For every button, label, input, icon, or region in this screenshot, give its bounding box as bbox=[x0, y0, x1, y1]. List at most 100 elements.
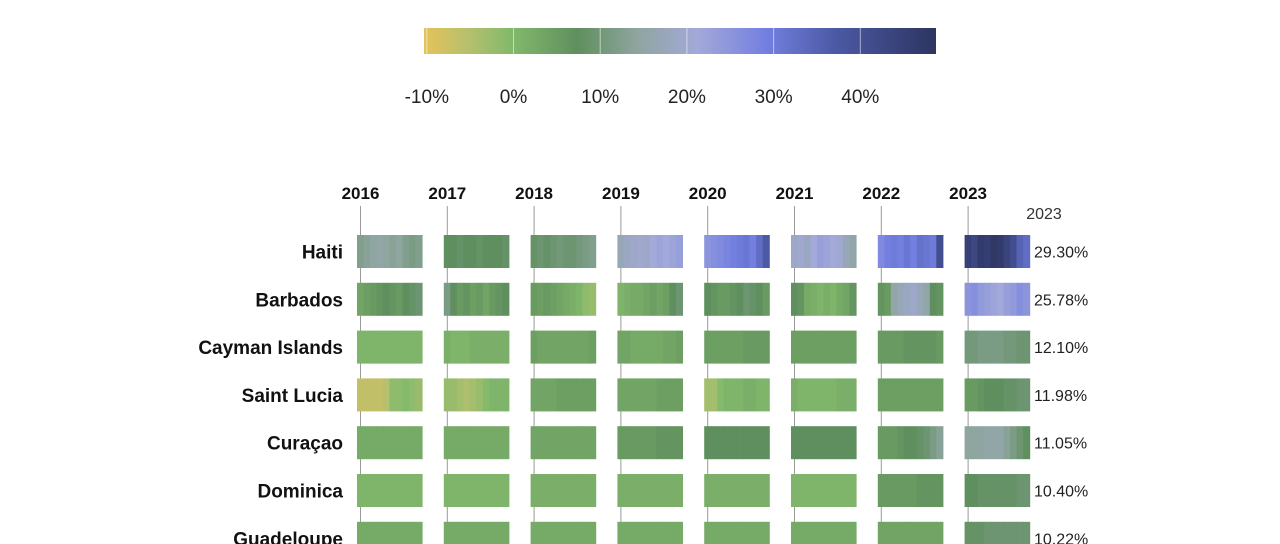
heatmap-cell bbox=[823, 330, 831, 364]
heatmap-cell bbox=[971, 521, 979, 544]
heatmap-cell bbox=[357, 235, 365, 268]
heatmap-cell bbox=[550, 378, 558, 412]
legend-tick-label: 20% bbox=[668, 87, 706, 108]
heatmap-cell bbox=[749, 426, 757, 460]
heatmap-cell bbox=[476, 474, 484, 507]
heatmap-cell bbox=[482, 378, 490, 412]
heatmap-cell bbox=[916, 235, 924, 268]
heatmap-cell bbox=[910, 282, 918, 316]
heatmap-cell bbox=[469, 426, 477, 460]
heatmap-cell bbox=[990, 426, 998, 460]
heatmap-cell bbox=[977, 474, 985, 507]
heatmap-cell bbox=[530, 235, 538, 268]
heatmap-cell bbox=[971, 330, 979, 364]
heatmap-cell bbox=[1010, 378, 1018, 412]
heatmap-cell bbox=[890, 330, 898, 364]
heatmap-cell bbox=[977, 426, 985, 460]
heatmap-cell bbox=[704, 282, 712, 316]
heatmap-cell bbox=[710, 330, 718, 364]
heatmap-cell bbox=[530, 521, 538, 544]
heatmap-cell bbox=[756, 426, 764, 460]
value-column-header: 2023 bbox=[1026, 206, 1062, 223]
heatmap-cell bbox=[849, 426, 857, 460]
heatmap-cell bbox=[502, 474, 510, 507]
heatmap-cell bbox=[669, 330, 677, 364]
heatmap-cell bbox=[537, 378, 545, 412]
heatmap-cell bbox=[630, 426, 638, 460]
heatmap-cell bbox=[923, 330, 931, 364]
heatmap-cell bbox=[450, 378, 458, 412]
heatmap-cell bbox=[370, 521, 378, 544]
country-label: Dominica bbox=[257, 482, 343, 503]
heatmap-cell bbox=[636, 426, 644, 460]
heatmap-cell bbox=[489, 330, 497, 364]
heatmap-cell bbox=[877, 235, 885, 268]
heatmap-cell bbox=[916, 330, 924, 364]
heatmap-cell bbox=[791, 282, 799, 316]
heatmap-cell bbox=[409, 235, 417, 268]
heatmap-cell bbox=[396, 474, 404, 507]
heatmap-cell bbox=[630, 474, 638, 507]
heatmap-cell bbox=[1016, 330, 1024, 364]
heatmap-cell bbox=[903, 235, 911, 268]
heatmap-rows: Haiti 29.30% Barbados 25.78% Cayman Islands 1… bbox=[198, 235, 1088, 544]
heatmap-cell bbox=[756, 378, 764, 412]
heatmap-cell bbox=[383, 521, 391, 544]
heatmap-cell bbox=[656, 235, 664, 268]
heatmap-cell bbox=[736, 426, 744, 460]
heatmap-cell bbox=[376, 282, 384, 316]
heatmap-cell bbox=[569, 235, 577, 268]
heatmap-cell bbox=[1003, 282, 1011, 316]
heatmap-cell bbox=[482, 521, 490, 544]
heatmap-cell bbox=[489, 521, 497, 544]
heatmap-cell bbox=[936, 378, 944, 412]
heatmap-cell bbox=[916, 521, 924, 544]
heatmap-cell bbox=[877, 474, 885, 507]
row-value-label: 10.22% bbox=[1034, 531, 1088, 544]
heatmap-cell bbox=[463, 426, 471, 460]
legend-tick-label: 10% bbox=[581, 87, 619, 108]
heatmap-cell bbox=[409, 521, 417, 544]
heatmap-cell bbox=[623, 282, 631, 316]
heatmap-cell bbox=[710, 426, 718, 460]
heatmap-cell bbox=[971, 426, 979, 460]
heatmap-cell bbox=[537, 474, 545, 507]
heatmap-cell bbox=[1016, 426, 1024, 460]
heatmap-cell bbox=[396, 378, 404, 412]
heatmap-cell bbox=[569, 282, 577, 316]
year-header: 2021 bbox=[776, 184, 814, 203]
heatmap-cell bbox=[910, 330, 918, 364]
heatmap-cell bbox=[1023, 521, 1031, 544]
heatmap-cell bbox=[389, 282, 397, 316]
heatmap-cell bbox=[376, 474, 384, 507]
heatmap-cell bbox=[743, 474, 751, 507]
heatmap-cell bbox=[916, 474, 924, 507]
heatmap-cell bbox=[649, 426, 657, 460]
year-header: 2018 bbox=[515, 184, 553, 203]
heatmap-cell bbox=[736, 330, 744, 364]
heatmap-cell bbox=[450, 282, 458, 316]
heatmap-cell bbox=[370, 330, 378, 364]
heatmap-cell bbox=[762, 426, 770, 460]
row-value-label: 11.05% bbox=[1034, 436, 1087, 453]
heatmap-cell bbox=[589, 378, 597, 412]
heatmap-cell bbox=[823, 235, 831, 268]
heatmap-cell bbox=[997, 282, 1005, 316]
heatmap-cell bbox=[1023, 474, 1031, 507]
heatmap-cell bbox=[569, 474, 577, 507]
heatmap-cell bbox=[550, 235, 558, 268]
heatmap-cell bbox=[916, 378, 924, 412]
heatmap-cell bbox=[550, 521, 558, 544]
heatmap-cell bbox=[910, 474, 918, 507]
heatmap-cell bbox=[482, 474, 490, 507]
heatmap-cell bbox=[357, 521, 365, 544]
heatmap-cell bbox=[469, 521, 477, 544]
heatmap-cell bbox=[415, 378, 423, 412]
heatmap-cell bbox=[482, 330, 490, 364]
heatmap-cell bbox=[797, 474, 805, 507]
heatmap-cell bbox=[890, 378, 898, 412]
heatmap-cell bbox=[363, 378, 371, 412]
heatmap-cell bbox=[409, 426, 417, 460]
heatmap-cell bbox=[383, 235, 391, 268]
heatmap-cell bbox=[636, 235, 644, 268]
